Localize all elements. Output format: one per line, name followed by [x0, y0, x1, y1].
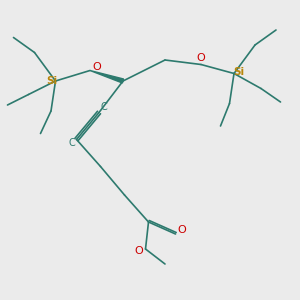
- Polygon shape: [90, 70, 124, 83]
- Text: O: O: [178, 225, 187, 236]
- Text: O: O: [134, 246, 143, 256]
- Text: C: C: [68, 137, 75, 148]
- Text: O: O: [196, 53, 206, 63]
- Text: Si: Si: [46, 76, 58, 86]
- Text: C: C: [101, 102, 107, 112]
- Text: O: O: [92, 62, 101, 73]
- Text: Si: Si: [233, 67, 244, 77]
